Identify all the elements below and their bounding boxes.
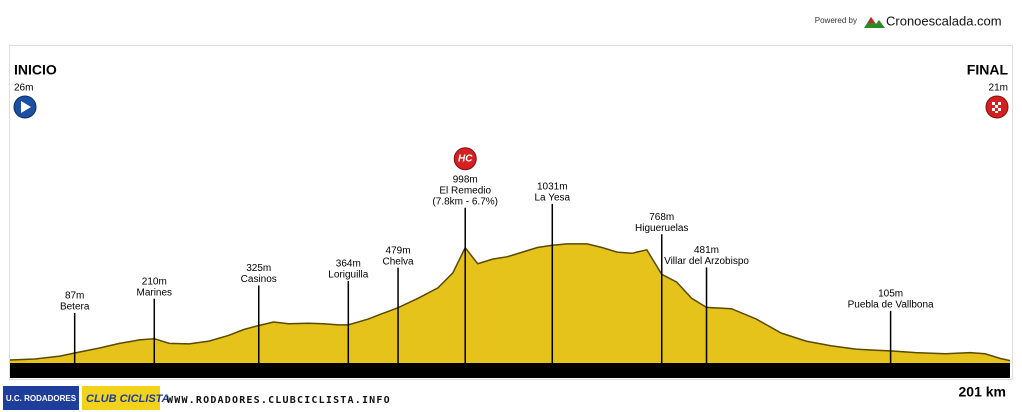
start-icon-arrow <box>21 101 31 113</box>
powered-by: Powered by <box>815 16 857 25</box>
waypoint-elevation: 479m <box>386 245 411 256</box>
km-bar <box>10 363 1010 378</box>
waypoint-name: Higueruelas <box>635 223 688 234</box>
waypoint-detail: (7.8km - 6.7%) <box>432 196 498 207</box>
waypoint-name: Casinos <box>241 274 277 285</box>
start-label: INICIO <box>14 62 57 78</box>
category-badge <box>453 147 477 171</box>
club-logo-box <box>3 386 79 410</box>
finish-icon-flag <box>992 102 1001 113</box>
waypoint-elevation: 364m <box>336 259 361 270</box>
brand-logo-peak <box>868 17 875 23</box>
waypoint-name: Puebla de Vallbona <box>848 300 934 311</box>
club-logo-box2 <box>82 386 160 410</box>
waypoint-name: Marines <box>136 287 172 298</box>
club-top: U.C. RODADORES <box>6 394 77 403</box>
waypoint-elevation: 87m <box>65 291 84 302</box>
waypoint-name: La Yesa <box>534 193 570 204</box>
club-logo: CLUB CICLISTA <box>86 393 170 405</box>
waypoint-name: El Remedio <box>439 185 491 196</box>
frame <box>9 45 1013 380</box>
finish-label: FINAL <box>967 62 1009 78</box>
brand[interactable]: Cronoescalada.com <box>886 13 1002 28</box>
start-elevation: 26m <box>14 83 33 94</box>
footer-url[interactable]: WWW.RODADORES.CLUBCICLISTA.INFO <box>167 395 391 406</box>
waypoint-elevation: 998m <box>453 174 478 185</box>
distance-total: 201 km <box>959 384 1006 400</box>
waypoint-elevation: 1031m <box>537 182 568 193</box>
profile-area <box>10 243 1010 363</box>
waypoint-elevation: 325m <box>246 263 271 274</box>
waypoint-name: Chelva <box>382 256 414 267</box>
waypoint-name: Loriguilla <box>328 270 368 281</box>
profile-line <box>9 243 1011 362</box>
waypoint-elevation: 210m <box>142 276 167 287</box>
waypoint-elevation: 481m <box>694 245 719 256</box>
waypoint-name: Betera <box>60 302 90 313</box>
category-label: HC <box>458 153 473 164</box>
waypoint-elevation: 105m <box>878 289 903 300</box>
waypoint-name: Villar del Arzobispo <box>664 256 749 267</box>
waypoint-elevation: 768m <box>649 212 674 223</box>
finish-elevation: 21m <box>989 83 1008 94</box>
